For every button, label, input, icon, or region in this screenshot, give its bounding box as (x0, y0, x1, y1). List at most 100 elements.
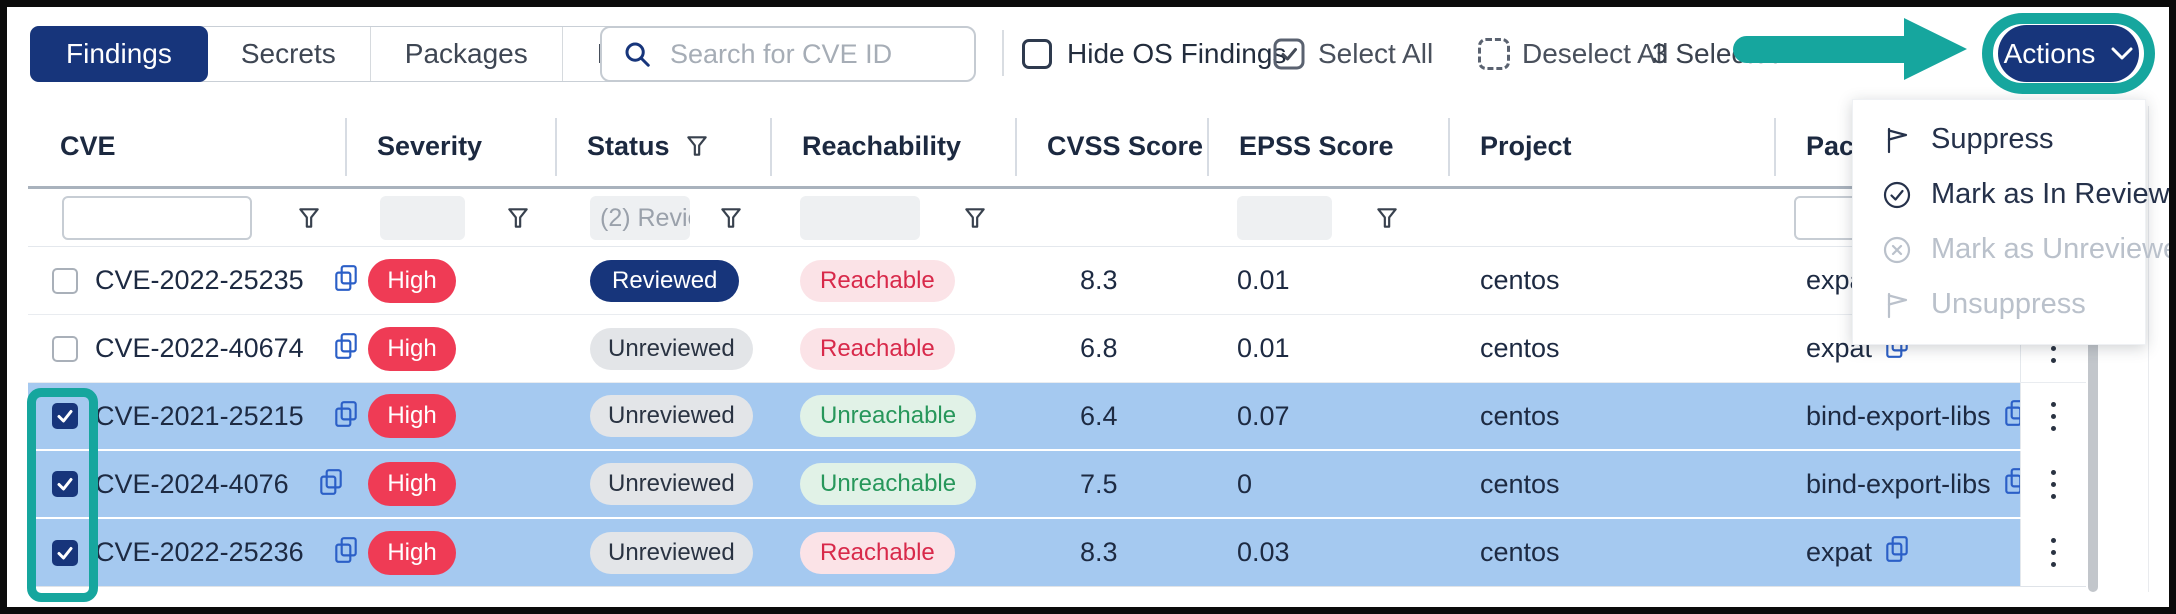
copy-icon[interactable] (1884, 535, 1910, 570)
status-badge: Reviewed (590, 259, 740, 302)
search-icon (622, 39, 652, 69)
annotation-arrow-icon (1904, 18, 1967, 80)
status-badge: Unreviewed (590, 327, 753, 370)
column-header-cve: CVE (60, 130, 116, 161)
copy-icon[interactable] (333, 264, 359, 297)
severity-badge: High (368, 530, 456, 575)
epss-score: 0 (1237, 468, 1253, 499)
copy-icon[interactable] (333, 400, 359, 433)
package-name: bind-export-libs (1806, 468, 1991, 499)
reachability-badge: Unreachable (800, 395, 977, 437)
epss-score: 0.03 (1237, 537, 1290, 567)
findings-table: CVE Severity Status Reachability CVSS Sc… (28, 106, 2086, 587)
epss-score: 0.07 (1237, 400, 1290, 431)
menu-item-suppress[interactable]: Suppress (1853, 112, 2145, 167)
column-header-status: Status (555, 106, 770, 186)
table-row: CVE-2021-25215 High Unreviewed Unreachab… (28, 383, 2086, 451)
table-row: CVE-2022-25235 High Reviewed Reachable 8… (28, 247, 2086, 315)
row-menu-button[interactable] (2020, 519, 2086, 586)
annotation-ring-selected-checkboxes (27, 388, 98, 602)
filter-funnel-icon[interactable] (296, 205, 322, 231)
row-checkbox[interactable] (52, 267, 78, 294)
copy-icon[interactable] (333, 536, 359, 569)
column-header-epss-score: EPSS Score (1207, 106, 1448, 186)
deselect-all-control[interactable]: Deselect All (1478, 26, 1668, 82)
cve-filter-input[interactable] (62, 196, 252, 240)
severity-filter-input[interactable] (380, 196, 465, 240)
vertical-scrollbar[interactable] (2088, 106, 2098, 592)
status-badge: Unreviewed (590, 463, 753, 505)
severity-badge: High (368, 258, 456, 303)
cve-id: CVE-2022-40674 (95, 333, 304, 363)
flag-icon (1881, 289, 1913, 321)
cvss-score: 8.3 (1080, 537, 1118, 567)
menu-item-label: Unsuppress (1931, 288, 2086, 320)
deselect-all-icon[interactable] (1478, 38, 1510, 70)
filter-funnel-icon[interactable] (684, 133, 710, 159)
kebab-icon (2051, 469, 2056, 499)
cve-id: CVE-2021-25215 (95, 400, 304, 431)
severity-badge: High (368, 394, 456, 438)
select-all-label: Select All (1318, 38, 1434, 69)
search-input[interactable] (670, 38, 950, 70)
status-filter-input[interactable]: (2) Revie (590, 196, 690, 240)
epss-filter-input[interactable] (1237, 196, 1332, 240)
cvss-score: 6.4 (1080, 400, 1118, 431)
hide-os-findings-toggle[interactable]: Hide OS Findings (1022, 26, 1286, 82)
row-menu-button[interactable] (2020, 451, 2086, 517)
severity-badge: High (368, 462, 456, 506)
hide-os-label: Hide OS Findings (1067, 38, 1287, 69)
project-name: centos (1480, 400, 1560, 431)
deselect-all-label: Deselect All (1522, 38, 1669, 69)
check-circle-icon (1881, 179, 1913, 211)
column-header-project: Project (1448, 106, 1774, 186)
menu-item-unsuppress: Unsuppress (1853, 277, 2145, 332)
reachability-badge: Unreachable (800, 463, 977, 505)
filter-row: (2) Revie (28, 189, 2086, 247)
cve-search[interactable] (600, 26, 976, 82)
reachability-badge: Reachable (800, 259, 955, 302)
status-badge: Unreviewed (590, 531, 753, 574)
menu-item-label: Suppress (1931, 123, 2054, 155)
filter-funnel-icon[interactable] (1374, 205, 1400, 231)
tab-packages[interactable]: Packages (369, 27, 562, 81)
package-name: expat (1806, 537, 1873, 567)
column-header-cvss-score: CVSS Score (1015, 106, 1207, 186)
cve-id: CVE-2024-4076 (95, 468, 289, 499)
row-checkbox[interactable] (52, 471, 78, 497)
select-all-checkbox-icon[interactable] (1272, 37, 1306, 71)
cvss-score: 6.8 (1080, 333, 1118, 363)
epss-score: 0.01 (1237, 265, 1290, 295)
annotation-arrow-body (1733, 36, 1905, 63)
kebab-icon (2051, 401, 2056, 431)
project-name: centos (1480, 537, 1560, 567)
cvss-score: 8.3 (1080, 265, 1118, 295)
filter-funnel-icon[interactable] (718, 205, 744, 231)
header-separator (28, 186, 2086, 189)
row-checkbox[interactable] (52, 539, 78, 566)
menu-item-label: Mark as Unreviewed (1931, 233, 2176, 265)
row-checkbox[interactable] (52, 403, 78, 429)
cve-id: CVE-2022-25235 (95, 265, 304, 295)
menu-item-mark-in-review[interactable]: Mark as In Review (1853, 167, 2170, 222)
cve-id: CVE-2022-25236 (95, 537, 304, 567)
right-edge-divider (2148, 106, 2149, 592)
row-menu-button[interactable] (2020, 383, 2086, 449)
project-name: centos (1480, 468, 1560, 499)
filter-funnel-icon[interactable] (962, 205, 988, 231)
column-header-severity: Severity (345, 106, 555, 186)
kebab-icon (2051, 538, 2056, 567)
reachability-filter-input[interactable] (800, 196, 920, 240)
select-all-control[interactable]: Select All (1272, 26, 1433, 82)
tab-secrets[interactable]: Secrets (240, 38, 336, 69)
filter-funnel-icon[interactable] (505, 205, 531, 231)
column-header-reachability: Reachability (770, 106, 1015, 186)
actions-dropdown-menu: Suppress Mark as In Review Mark as Unrev… (1852, 99, 2176, 345)
copy-icon[interactable] (318, 468, 344, 501)
tab-findings[interactable]: Findings (30, 26, 208, 82)
row-checkbox[interactable] (52, 335, 78, 362)
package-name: bind-export-libs (1806, 400, 1991, 431)
copy-icon[interactable] (333, 332, 359, 365)
hide-os-checkbox[interactable] (1022, 39, 1052, 69)
